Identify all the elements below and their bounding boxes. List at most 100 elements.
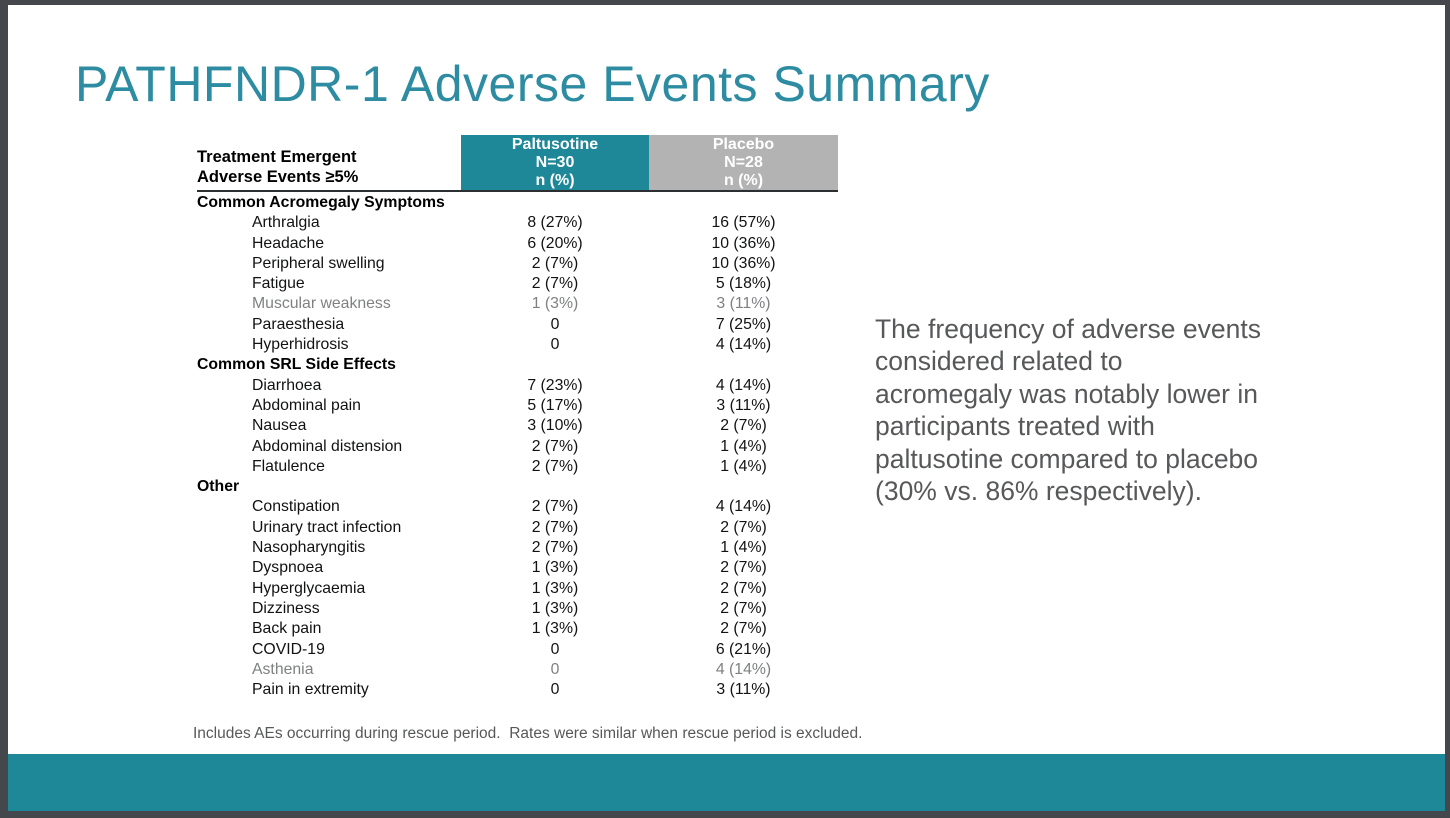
table-row: Nasopharyngitis 2 (7%) 1 (4%) [197, 538, 838, 558]
table-row: Abdominal distension 2 (7%) 1 (4%) [197, 437, 838, 457]
paltusotine-value: 5 (17%) [527, 396, 583, 414]
paltusotine-value: 0 [550, 315, 560, 333]
ae-term: COVID-19 [252, 640, 325, 658]
paltusotine-value: 2 (7%) [531, 498, 579, 516]
table-row: Peripheral swelling 2 (7%) 10 (36%) [197, 254, 838, 274]
placebo-value: 3 (11%) [716, 295, 771, 313]
placebo-value: 2 (7%) [720, 599, 767, 617]
ae-term: Urinary tract infection [252, 518, 402, 536]
column-unit: n (%) [535, 171, 575, 189]
placebo-value: 5 (18%) [715, 275, 772, 293]
paltusotine-value: 8 (27%) [527, 214, 583, 232]
table-row: Abdominal pain 5 (17%) 3 (11%) [197, 396, 838, 416]
adverse-events-table: Treatment Emergent Adverse Events ≥5% Pa… [197, 135, 838, 700]
table-row: Back pain 1 (3%) 2 (7%) [197, 619, 838, 639]
ae-term: Abdominal pain [252, 396, 361, 414]
column-header-paltusotine: Paltusotine N=30 n (%) [461, 135, 649, 190]
paltusotine-value: 6 (20%) [527, 234, 583, 252]
paltusotine-value: 2 (7%) [531, 254, 579, 272]
placebo-value: 10 (36%) [711, 254, 776, 272]
placebo-value: 1 (4%) [720, 457, 767, 475]
table-row: Urinary tract infection 2 (7%) 2 (7%) [197, 518, 838, 538]
table-row: Flatulence 2 (7%) 1 (4%) [197, 457, 838, 477]
table-row: Hyperglycaemia 1 (3%) 2 (7%) [197, 579, 838, 599]
placebo-value: 4 (14%) [715, 376, 772, 394]
paltusotine-value: 1 (3%) [531, 579, 579, 597]
column-unit: n (%) [723, 171, 764, 189]
ae-term: Peripheral swelling [252, 254, 385, 272]
column-n: N=28 [724, 153, 763, 171]
ae-term: Flatulence [252, 457, 325, 475]
table-row: Hyperhidrosis 0 4 (14%) [197, 335, 838, 355]
table-row: Constipation 2 (7%) 4 (14%) [197, 497, 838, 517]
placebo-value: 2 (7%) [720, 620, 767, 638]
ae-term: Hyperglycaemia [252, 579, 366, 597]
placebo-value: 3 (11%) [716, 681, 771, 699]
commentary-text: The frequency of adverse events consider… [875, 314, 1261, 507]
table-row: Headache 6 (20%) 10 (36%) [197, 234, 838, 254]
table-row: Nausea 3 (10%) 2 (7%) [197, 416, 838, 436]
placebo-value: 7 (25%) [715, 315, 772, 333]
placebo-value: 6 (21%) [715, 640, 772, 658]
paltusotine-value: 3 (10%) [527, 417, 583, 435]
placebo-value: 3 (11%) [716, 396, 771, 414]
paltusotine-value: 2 (7%) [531, 275, 579, 293]
table-body: Common Acromegaly Symptoms Arthralgia 8 (2… [197, 192, 838, 700]
paltusotine-value: 0 [550, 681, 560, 699]
table-section-header: Other [197, 478, 240, 496]
ae-term: Dizziness [252, 599, 320, 617]
paltusotine-value: 0 [550, 640, 560, 658]
ae-term: Hyperhidrosis [252, 336, 349, 354]
ae-term: Headache [252, 234, 325, 252]
table-row: Pain in extremity 0 3 (11%) [197, 680, 838, 700]
ae-term: Paraesthesia [252, 315, 345, 333]
ae-term: Dyspnoea [252, 559, 324, 577]
placebo-value: 2 (7%) [720, 559, 767, 577]
slide: PATHFNDR-1 Adverse Events Summary Treatm… [8, 5, 1445, 811]
column-header-placebo: Placebo N=28 n (%) [649, 135, 838, 190]
paltusotine-value: 2 (7%) [531, 539, 579, 557]
paltusotine-value: 2 (7%) [531, 518, 579, 536]
paltusotine-value: 0 [550, 336, 560, 354]
footnote: Includes AEs occurring during rescue per… [193, 725, 863, 742]
ae-term: Asthenia [252, 660, 314, 678]
ae-term: Abdominal distension [252, 437, 403, 455]
ae-term: Muscular weakness [252, 295, 391, 313]
table-row-header: Treatment Emergent Adverse Events ≥5% [197, 148, 359, 186]
table-section-header: Common SRL Side Effects [197, 356, 396, 374]
bottom-accent-bar [8, 754, 1445, 811]
table-row: COVID-19 0 6 (21%) [197, 640, 838, 660]
ae-term: Back pain [252, 620, 322, 638]
table-row: Muscular weakness 1 (3%) 3 (11%) [197, 294, 838, 314]
table-header-row: Treatment Emergent Adverse Events ≥5% Pa… [197, 135, 838, 192]
placebo-value: 4 (14%) [715, 336, 772, 354]
paltusotine-value: 2 (7%) [531, 457, 579, 475]
ae-term: Fatigue [252, 275, 305, 293]
slide-title: PATHFNDR-1 Adverse Events Summary [75, 56, 990, 112]
table-row: Dizziness 1 (3%) 2 (7%) [197, 599, 838, 619]
paltusotine-value: 2 (7%) [531, 437, 579, 455]
table-section-header: Common Acromegaly Symptoms [197, 194, 445, 211]
table-row: Dyspnoea 1 (3%) 2 (7%) [197, 558, 838, 578]
paltusotine-value: 1 (3%) [531, 559, 579, 577]
table-row: Paraesthesia 0 7 (25%) [197, 315, 838, 335]
column-drug-name: Paltusotine [511, 136, 599, 153]
placebo-value: 16 (57%) [711, 214, 776, 232]
ae-term: Nausea [252, 417, 307, 435]
table-row: Asthenia 0 4 (14%) [197, 660, 838, 680]
column-n: N=30 [535, 153, 575, 171]
placebo-value: 4 (14%) [715, 660, 772, 678]
placebo-value: 2 (7%) [720, 579, 767, 597]
placebo-value: 10 (36%) [711, 234, 776, 252]
ae-term: Arthralgia [252, 214, 320, 232]
paltusotine-value: 0 [550, 660, 560, 678]
ae-term: Constipation [252, 498, 340, 516]
paltusotine-value: 7 (23%) [527, 376, 583, 394]
placebo-value: 2 (7%) [720, 417, 767, 435]
placebo-value: 1 (4%) [720, 539, 767, 557]
ae-term: Nasopharyngitis [252, 539, 366, 557]
column-drug-name: Placebo [712, 136, 775, 153]
table-row: Arthralgia 8 (27%) 16 (57%) [197, 213, 838, 233]
table-row: Diarrhoea 7 (23%) 4 (14%) [197, 376, 838, 396]
paltusotine-value: 1 (3%) [531, 599, 579, 617]
